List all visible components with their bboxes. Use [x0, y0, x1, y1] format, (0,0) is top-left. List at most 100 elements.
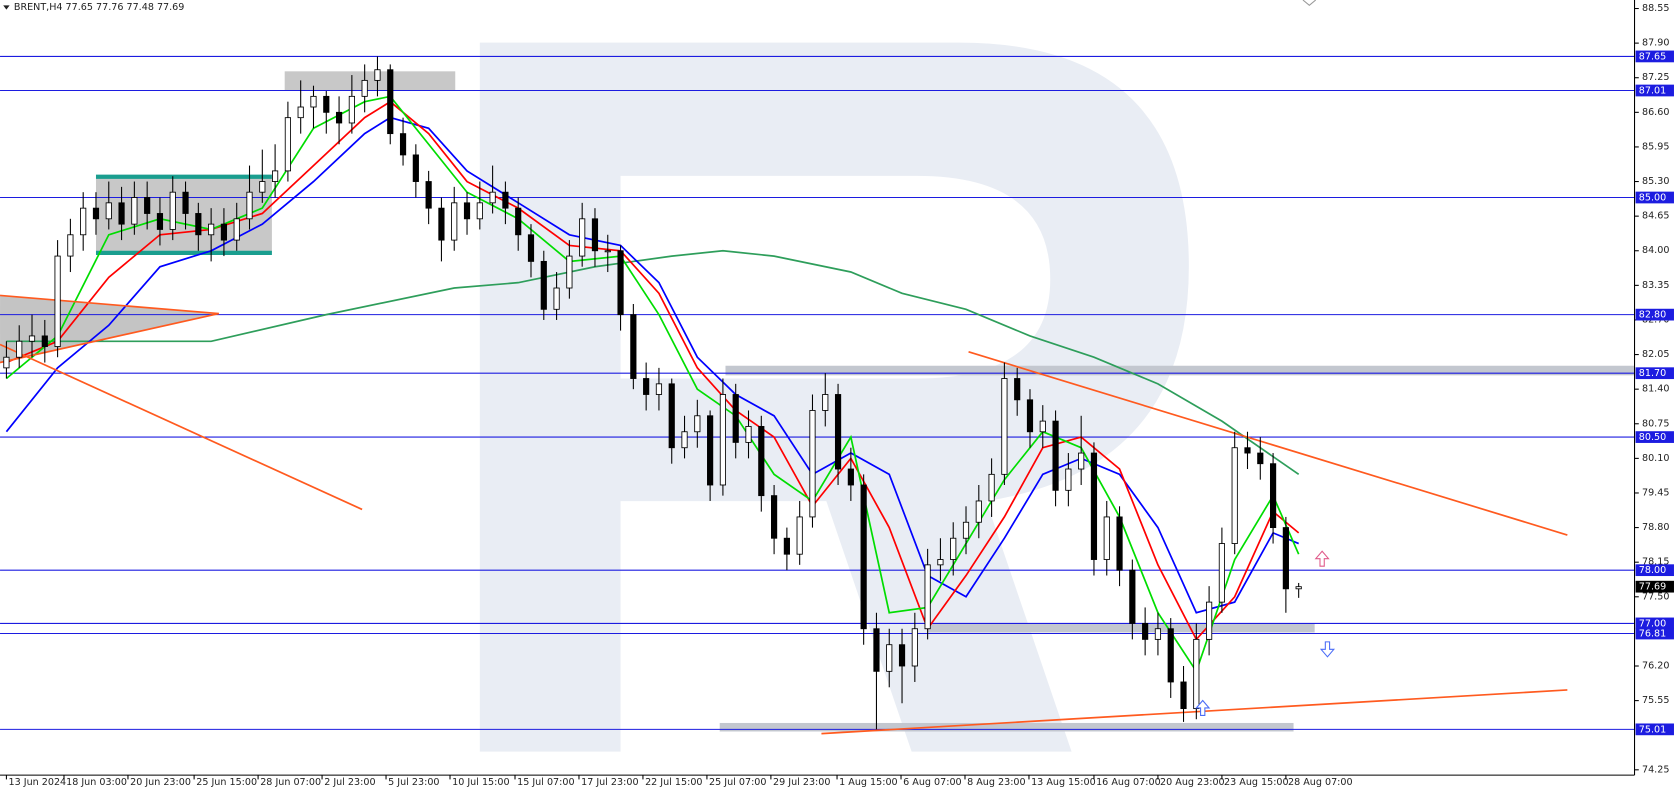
candle-body	[962, 521, 970, 539]
level-label-box	[1635, 50, 1674, 63]
y-tick-label: 83.35	[1642, 280, 1669, 291]
level-label: 87.01	[1639, 86, 1666, 97]
y-tick-label: 82.05	[1642, 349, 1669, 360]
level-label: 81.70	[1639, 368, 1666, 379]
scroll-marker	[1302, 0, 1317, 7]
candle-body	[553, 287, 560, 310]
candle-body	[1052, 420, 1059, 491]
candle-body	[387, 69, 394, 135]
zone	[95, 176, 272, 253]
last-price-label: 77.69	[1639, 582, 1666, 593]
candle-body	[297, 106, 304, 119]
candle-body	[937, 559, 944, 566]
candle-body	[630, 314, 637, 379]
zone	[719, 722, 1294, 732]
x-tick-label: 29 Jul 23:00	[773, 777, 830, 788]
y-tick-label: 78.80	[1642, 522, 1669, 533]
x-tick-label: 20 Jun 23:00	[130, 777, 191, 788]
trend-line	[968, 351, 1568, 536]
x-tick-label: 6 Aug 07:00	[903, 777, 962, 788]
candle-body	[809, 410, 816, 518]
level-label-box	[1635, 367, 1674, 380]
level-label: 78.00	[1639, 565, 1666, 576]
level-label: 75.01	[1639, 724, 1666, 735]
candle-body	[144, 197, 151, 214]
candle-body	[1001, 378, 1008, 475]
candle-body	[335, 111, 343, 124]
x-tick-label: 28 Aug 07:00	[1288, 777, 1353, 788]
price-axis-panel	[1634, 0, 1674, 789]
candle-body	[732, 394, 739, 443]
plot-area	[0, 55, 1635, 735]
candle-body	[771, 495, 778, 539]
candle-body	[1026, 399, 1034, 433]
x-tick-label: 8 Aug 23:00	[967, 777, 1026, 788]
candle-body	[860, 484, 867, 630]
level-label: 80.50	[1639, 432, 1666, 443]
y-tick-label: 84.00	[1642, 245, 1669, 256]
x-tick-label: 23 Aug 15:00	[1224, 777, 1289, 788]
candle-body	[246, 191, 253, 220]
level-label: 82.80	[1639, 310, 1666, 321]
x-tick-label: 15 Jul 07:00	[517, 777, 574, 788]
down-arrow	[1319, 641, 1336, 658]
y-tick-label: 87.90	[1642, 38, 1669, 49]
candle-body	[924, 564, 931, 630]
candle-body	[412, 154, 419, 182]
trend-line	[0, 312, 219, 364]
candle-body	[310, 95, 317, 108]
candle-body	[1180, 681, 1187, 710]
zone	[927, 623, 1315, 633]
y-tick-label: 80.75	[1642, 418, 1669, 429]
candle-body	[463, 202, 471, 220]
candle-body	[3, 356, 10, 369]
candle-body	[438, 207, 445, 241]
candle-body	[975, 500, 982, 523]
level-label-box	[1635, 627, 1674, 640]
y-tick-label: 75.55	[1642, 695, 1669, 706]
candle-body	[604, 250, 611, 253]
candle-body	[527, 234, 535, 262]
level-label-box	[1635, 617, 1674, 630]
chart-title: BRENT,H4 77.65 77.76 77.48 77.69	[14, 2, 185, 13]
candle-body	[719, 394, 727, 486]
candle-body	[195, 213, 202, 236]
x-tick-label: 5 Jul 23:00	[388, 777, 439, 788]
x-tick-label: 25 Jul 07:00	[709, 777, 766, 788]
level-label: 85.00	[1639, 193, 1666, 204]
candle-body	[323, 95, 330, 113]
candle-body	[681, 431, 688, 449]
candle-body	[220, 223, 228, 241]
y-tick-label: 81.40	[1642, 384, 1669, 395]
trend-line	[821, 689, 1568, 735]
candle-body	[425, 181, 432, 209]
candle-body	[668, 383, 675, 449]
candle-body	[284, 117, 291, 172]
y-tick-label: 85.30	[1642, 176, 1669, 187]
zone	[284, 71, 456, 91]
candle-body	[847, 468, 854, 486]
candle-body	[694, 415, 701, 433]
candle-body	[1295, 586, 1302, 590]
candle-body	[28, 335, 36, 342]
moving-average	[5, 116, 1299, 614]
candle-body	[1193, 638, 1200, 710]
candle-body	[259, 181, 266, 193]
candle-body	[41, 335, 48, 348]
candle-body	[988, 473, 995, 502]
y-tick-label: 76.20	[1642, 661, 1669, 672]
up-arrow	[1314, 550, 1330, 567]
x-tick-label: 22 Jul 15:00	[645, 777, 702, 788]
trend-line	[0, 343, 363, 511]
level-label: 77.00	[1639, 618, 1666, 629]
x-tick-label: 28 Jun 07:00	[260, 777, 321, 788]
candle-body	[348, 95, 355, 124]
candle-body	[1014, 378, 1021, 401]
menu-icon[interactable]	[3, 5, 10, 10]
candle-body	[1078, 452, 1085, 470]
y-tick-label: 87.25	[1642, 72, 1669, 83]
candle-body	[745, 426, 752, 443]
x-tick-label: 10 Jul 15:00	[452, 777, 509, 788]
candle-body	[361, 79, 368, 97]
candle-body	[1142, 622, 1149, 640]
